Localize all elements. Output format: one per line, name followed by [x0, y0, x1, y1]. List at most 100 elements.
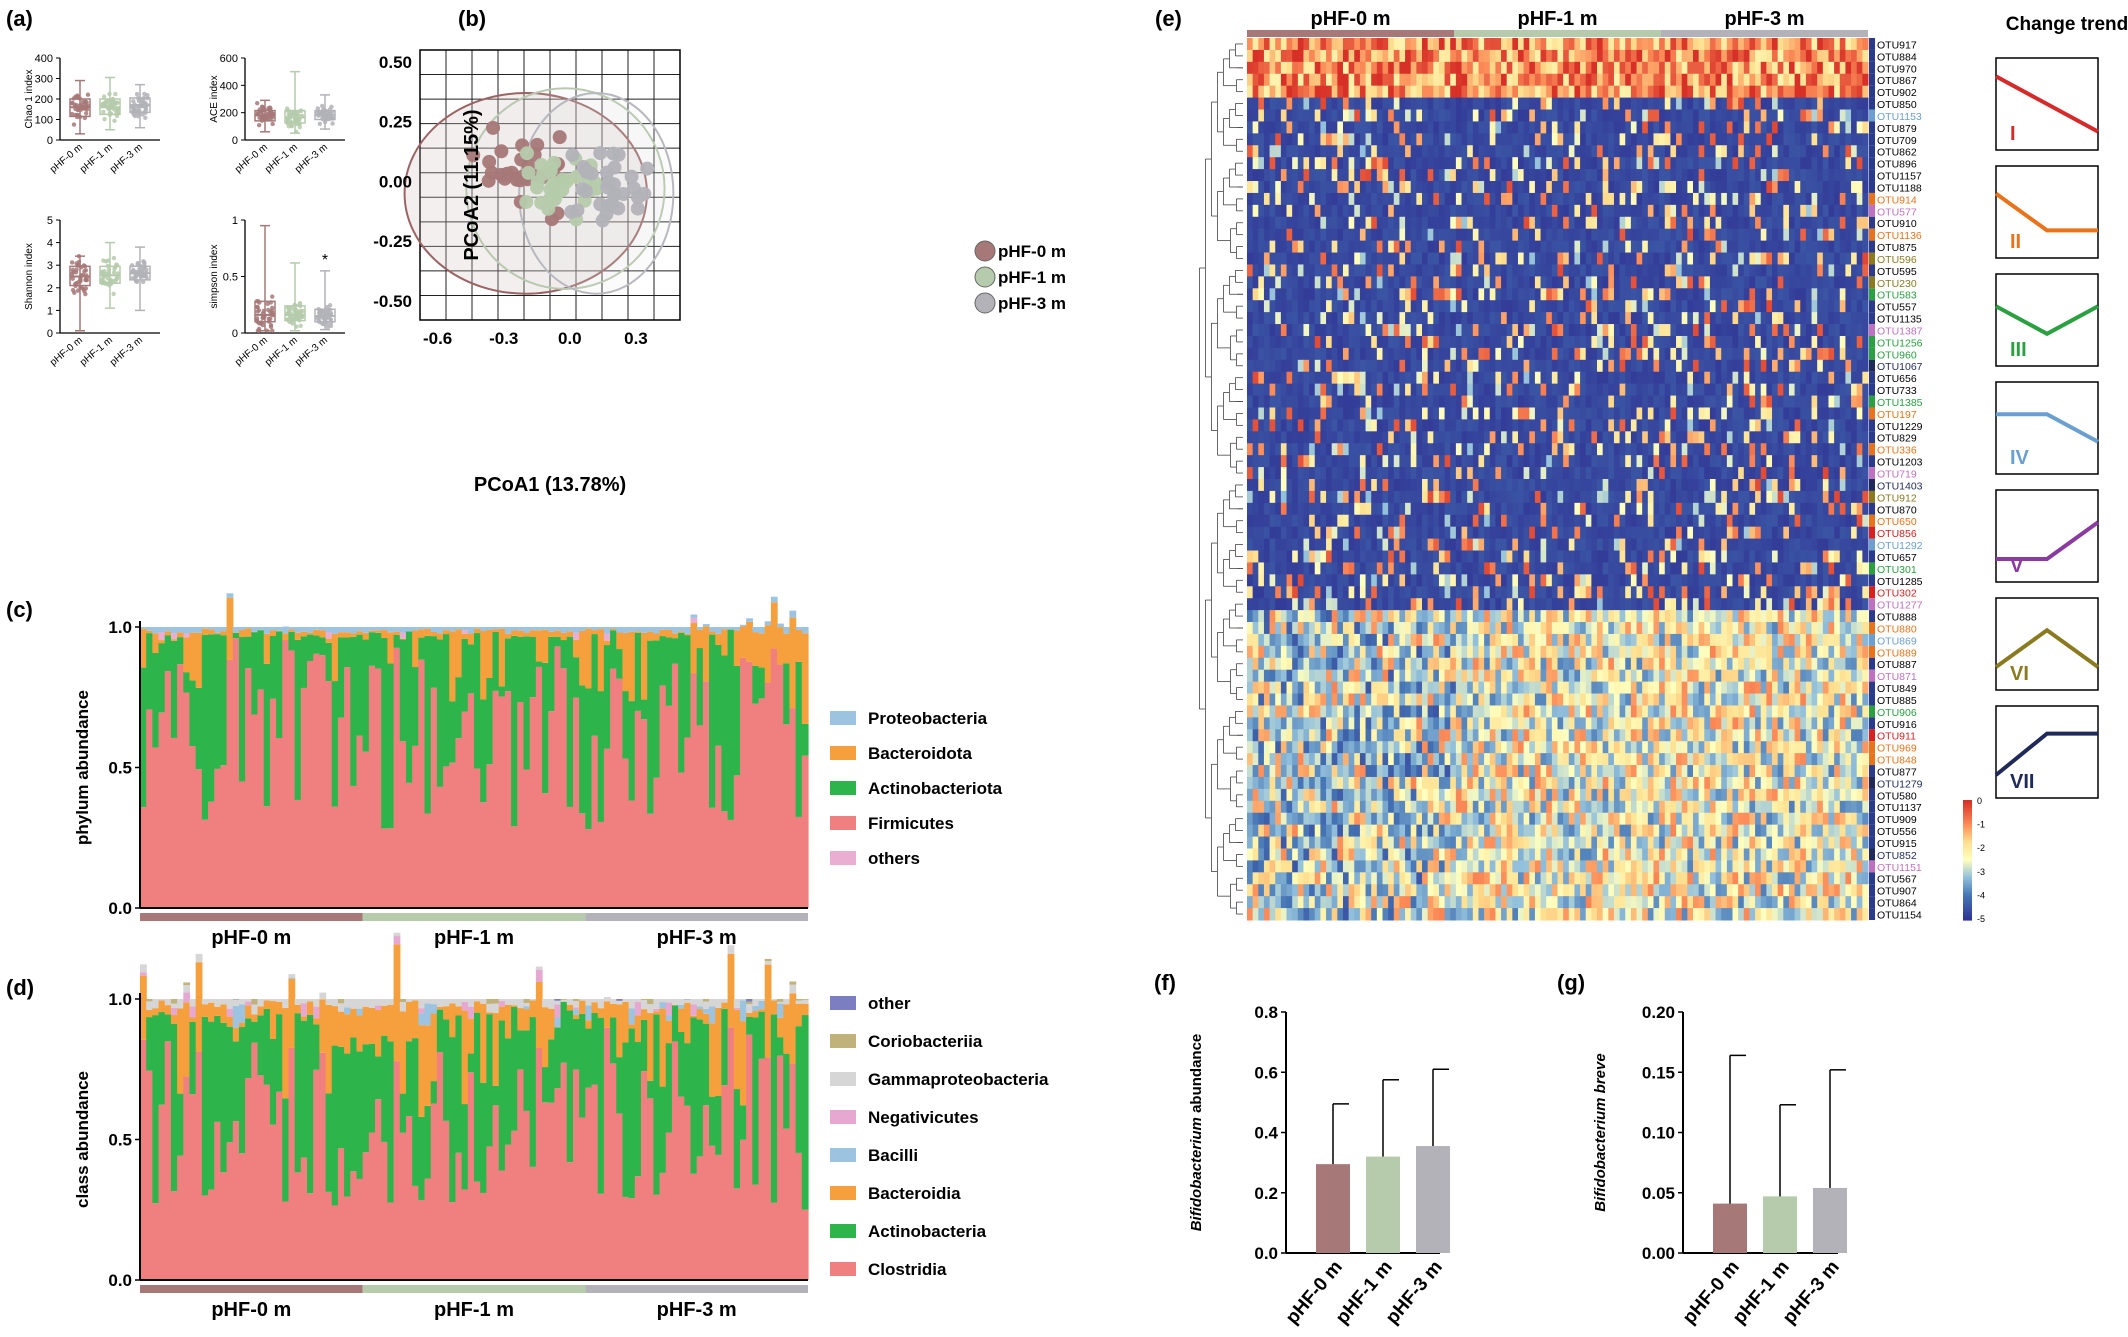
- bar-segment: [430, 636, 438, 688]
- heatmap-cell: [1433, 240, 1440, 254]
- bar-segment: [337, 1148, 345, 1280]
- bar-segment: [183, 992, 191, 1003]
- heatmap-cell: [1359, 300, 1367, 313]
- heatmap-cell: [1862, 145, 1869, 158]
- heatmap-cell: [1359, 324, 1367, 337]
- point: [111, 270, 117, 275]
- heatmap-cell: [1422, 240, 1429, 254]
- heatmap-cell: [1286, 85, 1293, 99]
- heatmap-cell: [1619, 38, 1626, 51]
- heatmap-cell: [1755, 85, 1762, 99]
- legend-label: Negativicutes: [868, 1108, 979, 1127]
- heatmap-cell: [1314, 169, 1321, 182]
- heatmap-cell: [1563, 121, 1570, 134]
- heatmap-cell: [1427, 121, 1434, 134]
- series-pHF-3 m: [564, 146, 655, 228]
- bar-segment: [245, 1078, 252, 1280]
- heatmap-cell: [1478, 181, 1485, 194]
- heatmap-cell: [1478, 49, 1485, 63]
- group-label: pHF-3 m: [657, 1299, 737, 1321]
- heatmap-cell: [1568, 288, 1575, 301]
- heatmap-cell: [1393, 312, 1400, 325]
- heatmap-cell: [1433, 133, 1440, 146]
- heatmap-cell: [1749, 240, 1756, 254]
- bar-segment: [177, 637, 184, 665]
- bar-segment: [641, 999, 648, 1001]
- heatmap-cell: [1856, 312, 1863, 325]
- heatmap-cell: [1597, 288, 1604, 301]
- heatmap-cell: [1478, 300, 1485, 313]
- heatmap-cell: [1416, 157, 1423, 170]
- point: [500, 166, 515, 181]
- heatmap-cell: [1252, 109, 1259, 122]
- heatmap-cell: [1501, 169, 1508, 182]
- heatmap-cell: [1292, 324, 1299, 337]
- heatmap-cell: [1585, 157, 1592, 170]
- heatmap-cell: [1659, 97, 1666, 111]
- heatmap-cell: [1557, 145, 1564, 158]
- heatmap-cell: [1399, 85, 1406, 99]
- heatmap-cell: [1625, 264, 1632, 277]
- heatmap-cell: [1376, 240, 1383, 254]
- heatmap-cell: [1314, 216, 1321, 230]
- heatmap-cell: [1839, 85, 1846, 99]
- heatmap-cell: [1805, 157, 1813, 170]
- heatmap-cell: [1738, 312, 1745, 325]
- heatmap-cell: [1359, 181, 1367, 194]
- heatmap-cell: [1280, 228, 1288, 242]
- heatmap-cell: [1263, 61, 1271, 75]
- heatmap-cell: [1297, 85, 1304, 99]
- bar-segment: [183, 1002, 191, 1077]
- heatmap-cell: [1269, 97, 1276, 111]
- bar-segment: [399, 639, 407, 742]
- heatmap-cell: [1314, 157, 1321, 170]
- heatmap-cell: [1687, 169, 1694, 182]
- heatmap-cell: [1331, 85, 1338, 99]
- heatmap-cell: [1472, 97, 1479, 111]
- heatmap-cell: [1709, 145, 1717, 158]
- heatmap-cell: [1664, 240, 1671, 254]
- heatmap-cell: [1467, 49, 1474, 63]
- heatmap-cell: [1698, 300, 1705, 313]
- heatmap-cell: [1788, 157, 1796, 170]
- heatmap-cell: [1676, 264, 1683, 277]
- heatmap-cell: [1743, 49, 1750, 63]
- bar-segment: [269, 1001, 277, 1039]
- bar-segment: [498, 696, 506, 908]
- bar-segment: [641, 699, 648, 720]
- heatmap-cell: [1280, 240, 1288, 254]
- bar-segment: [263, 999, 271, 1001]
- heatmap-cell: [1484, 49, 1491, 63]
- heatmap-cell: [1619, 288, 1626, 301]
- point: [102, 100, 108, 106]
- heatmap-cell: [1461, 324, 1468, 337]
- bar-segment: [653, 627, 661, 634]
- heatmap-cell: [1484, 264, 1491, 277]
- heatmap-cell: [1574, 133, 1581, 146]
- heatmap-cell: [1416, 133, 1423, 146]
- bar-segment: [313, 1018, 320, 1025]
- heatmap-cell: [1540, 181, 1547, 194]
- heatmap-cell: [1687, 288, 1694, 301]
- heatmap-cell: [1811, 169, 1818, 182]
- bar-segment: [665, 1020, 673, 1044]
- heatmap-cell: [1800, 276, 1807, 289]
- heatmap-cell: [1467, 61, 1474, 75]
- heatmap-cell: [1749, 61, 1756, 75]
- heatmap-cell: [1563, 240, 1570, 254]
- heatmap-cell: [1478, 73, 1485, 87]
- point: [593, 146, 608, 161]
- heatmap-cell: [1591, 133, 1598, 146]
- heatmap-cell: [1342, 169, 1350, 182]
- heatmap-cell: [1777, 85, 1784, 99]
- bar-segment: [152, 1008, 160, 1016]
- bar-segment: [344, 627, 351, 633]
- heatmap-cell: [1721, 228, 1728, 242]
- heatmap-cell: [1760, 145, 1767, 158]
- heatmap-cell: [1529, 216, 1536, 230]
- heatmap-cell: [1766, 204, 1773, 218]
- bar-segment: [585, 828, 593, 908]
- heatmap-cell: [1393, 288, 1400, 301]
- heatmap-cell: [1410, 288, 1417, 301]
- heatmap-cell: [1512, 204, 1519, 218]
